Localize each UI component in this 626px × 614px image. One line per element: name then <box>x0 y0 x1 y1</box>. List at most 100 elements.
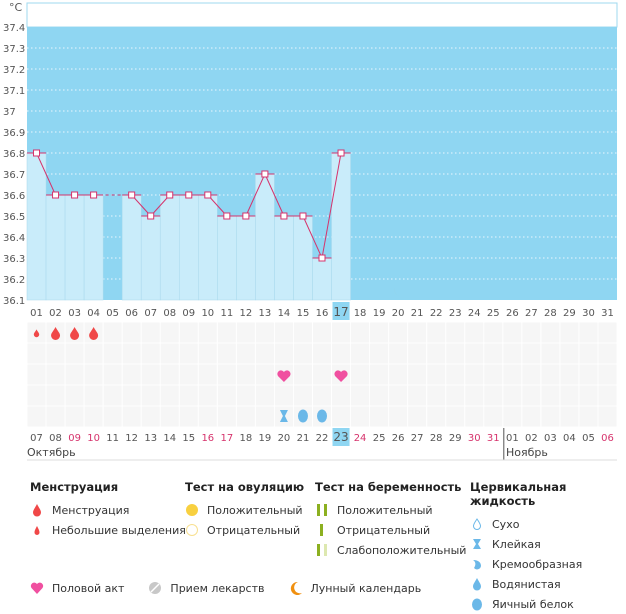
grid-cell <box>122 343 141 364</box>
cycle-day-label: 20 <box>392 308 405 319</box>
grid-cell <box>427 343 446 364</box>
grid-cell <box>465 364 484 385</box>
grid-cell <box>217 364 236 385</box>
grid-cell <box>160 343 179 364</box>
grid-cell <box>65 343 84 364</box>
grid-cell <box>122 406 141 427</box>
cycle-day-label: 27 <box>525 308 538 319</box>
cycle-day-label: 15 <box>297 308 310 319</box>
temperature-bar <box>179 194 199 301</box>
y-tick-label: 36.7 <box>3 170 25 181</box>
cycle-day-label: 03 <box>68 308 81 319</box>
temperature-bar <box>26 152 47 301</box>
current-day-highlight <box>332 302 350 320</box>
grid-cell <box>122 322 141 343</box>
grid-cell <box>389 322 408 343</box>
grid-cell <box>27 385 46 406</box>
grid-cell <box>465 406 484 427</box>
heart-icon <box>277 370 291 382</box>
grid-cell <box>274 385 293 406</box>
plot-top-area <box>26 2 618 28</box>
grid-cell <box>560 364 579 385</box>
grid-cell <box>332 322 351 343</box>
grid-cell <box>522 322 541 343</box>
cycle-day-label: 07 <box>144 308 157 319</box>
grid-cell <box>141 385 160 406</box>
grid-cell <box>65 385 84 406</box>
grid-cell <box>370 406 389 427</box>
legend-item: Отрицательный <box>337 523 431 537</box>
small-drop-icon <box>33 329 40 338</box>
grid-cell <box>236 343 255 364</box>
grid-cell <box>103 385 122 406</box>
cycle-day-label: 23 <box>449 308 462 319</box>
grid-cell <box>236 322 255 343</box>
grid-cell <box>579 322 598 343</box>
cycle-day-label: 30 <box>582 308 595 319</box>
temperature-point <box>242 212 250 220</box>
y-tick-label: 37 <box>3 107 16 118</box>
temperature-line <box>245 173 266 217</box>
temperature-point <box>71 191 79 199</box>
temperature-bar <box>140 215 161 301</box>
temperature-bar <box>274 215 294 301</box>
legend-item: Клейкая <box>492 537 541 551</box>
grid-cell <box>141 322 160 343</box>
drop-icon <box>51 327 61 340</box>
cycle-day-label: 10 <box>201 308 214 319</box>
grid-cell <box>46 385 65 406</box>
grid-cell <box>217 322 236 343</box>
temperature-point <box>299 212 307 220</box>
legend-title: Тест на беременность <box>315 480 462 494</box>
calendar-date-label: 27 <box>411 433 424 444</box>
legend-item: Положительный <box>207 503 303 517</box>
grid-cell <box>236 406 255 427</box>
grid-cell <box>408 343 427 364</box>
grid-cell <box>598 385 617 406</box>
one-line-icon <box>320 524 323 536</box>
heart-icon <box>30 582 44 594</box>
grid-cell <box>370 322 389 343</box>
grid-cell <box>141 364 160 385</box>
grid-cell <box>465 385 484 406</box>
grid-cell <box>370 343 389 364</box>
cycle-day-label: 18 <box>354 308 367 319</box>
grid-cell <box>522 385 541 406</box>
legend-item: Лунный календарь <box>310 581 422 595</box>
grid-cell <box>389 385 408 406</box>
grid-cell <box>65 364 84 385</box>
calendar-date-label: 24 <box>354 433 367 444</box>
grid-cell <box>198 406 217 427</box>
cycle-day-label: 09 <box>182 308 195 319</box>
cycle-day-label: 16 <box>316 308 329 319</box>
grid-cell <box>274 322 293 343</box>
grid-cell <box>427 364 446 385</box>
grid-cell <box>560 322 579 343</box>
calendar-date-label: 17 <box>220 433 233 444</box>
grid-cell <box>408 322 427 343</box>
cycle-day-label: 04 <box>87 308 100 319</box>
grid-cell <box>160 406 179 427</box>
grid-cell <box>389 406 408 427</box>
cycle-day-label: 29 <box>563 308 576 319</box>
grid-cell <box>312 385 332 406</box>
grid-cell <box>46 343 65 364</box>
grid-cell <box>293 322 312 343</box>
grid-cell <box>293 343 312 364</box>
calendar-date-label: 05 <box>582 433 595 444</box>
grid-cell <box>408 385 427 406</box>
small-drop-icon <box>34 526 40 535</box>
y-tick-label: 36.2 <box>3 275 25 286</box>
grid-cell <box>141 343 160 364</box>
cycle-day-label: 26 <box>506 308 519 319</box>
grid-cell <box>198 385 217 406</box>
cycle-day-label: 28 <box>544 308 557 319</box>
calendar-date-label: 29 <box>449 433 462 444</box>
grid-cell <box>389 343 408 364</box>
grid-cell <box>46 406 65 427</box>
grid-cell <box>103 343 122 364</box>
calendar-date-label: 12 <box>125 433 138 444</box>
grid-cell <box>446 343 465 364</box>
grid-cell <box>522 364 541 385</box>
grid-cell <box>160 385 179 406</box>
